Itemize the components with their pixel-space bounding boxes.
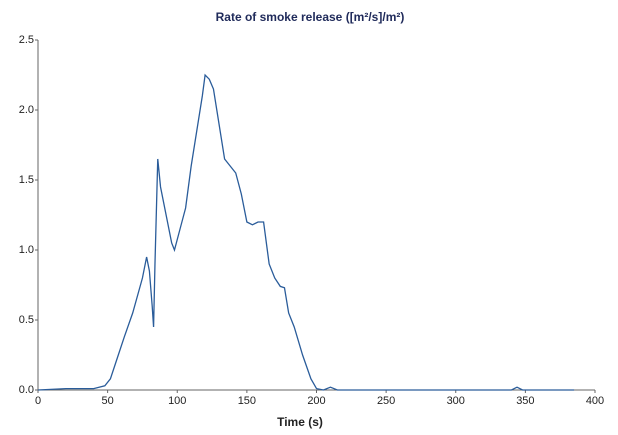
y-tick-label: 0.5 [19,314,34,326]
x-tick-label: 350 [516,395,534,407]
x-tick-label: 300 [447,395,465,407]
data-line [37,73,575,391]
y-tick-label: 2.0 [19,104,34,116]
y-tick-label: 0.0 [19,384,34,396]
x-tick-label: 50 [102,395,114,407]
x-tick-label: 150 [238,395,256,407]
y-tick-label: 1.5 [19,174,34,186]
x-tick-label: 0 [35,395,41,407]
y-tick-label: 1.0 [19,244,34,256]
x-tick-label: 400 [586,395,604,407]
x-tick-label: 100 [168,395,186,407]
chart-title: Rate of smoke release ([m²/s]/m²) [216,10,405,24]
x-tick-label: 200 [307,395,325,407]
x-tick-label: 250 [377,395,395,407]
x-axis-title: Time (s) [277,415,323,429]
y-tick-label: 2.5 [19,34,34,46]
